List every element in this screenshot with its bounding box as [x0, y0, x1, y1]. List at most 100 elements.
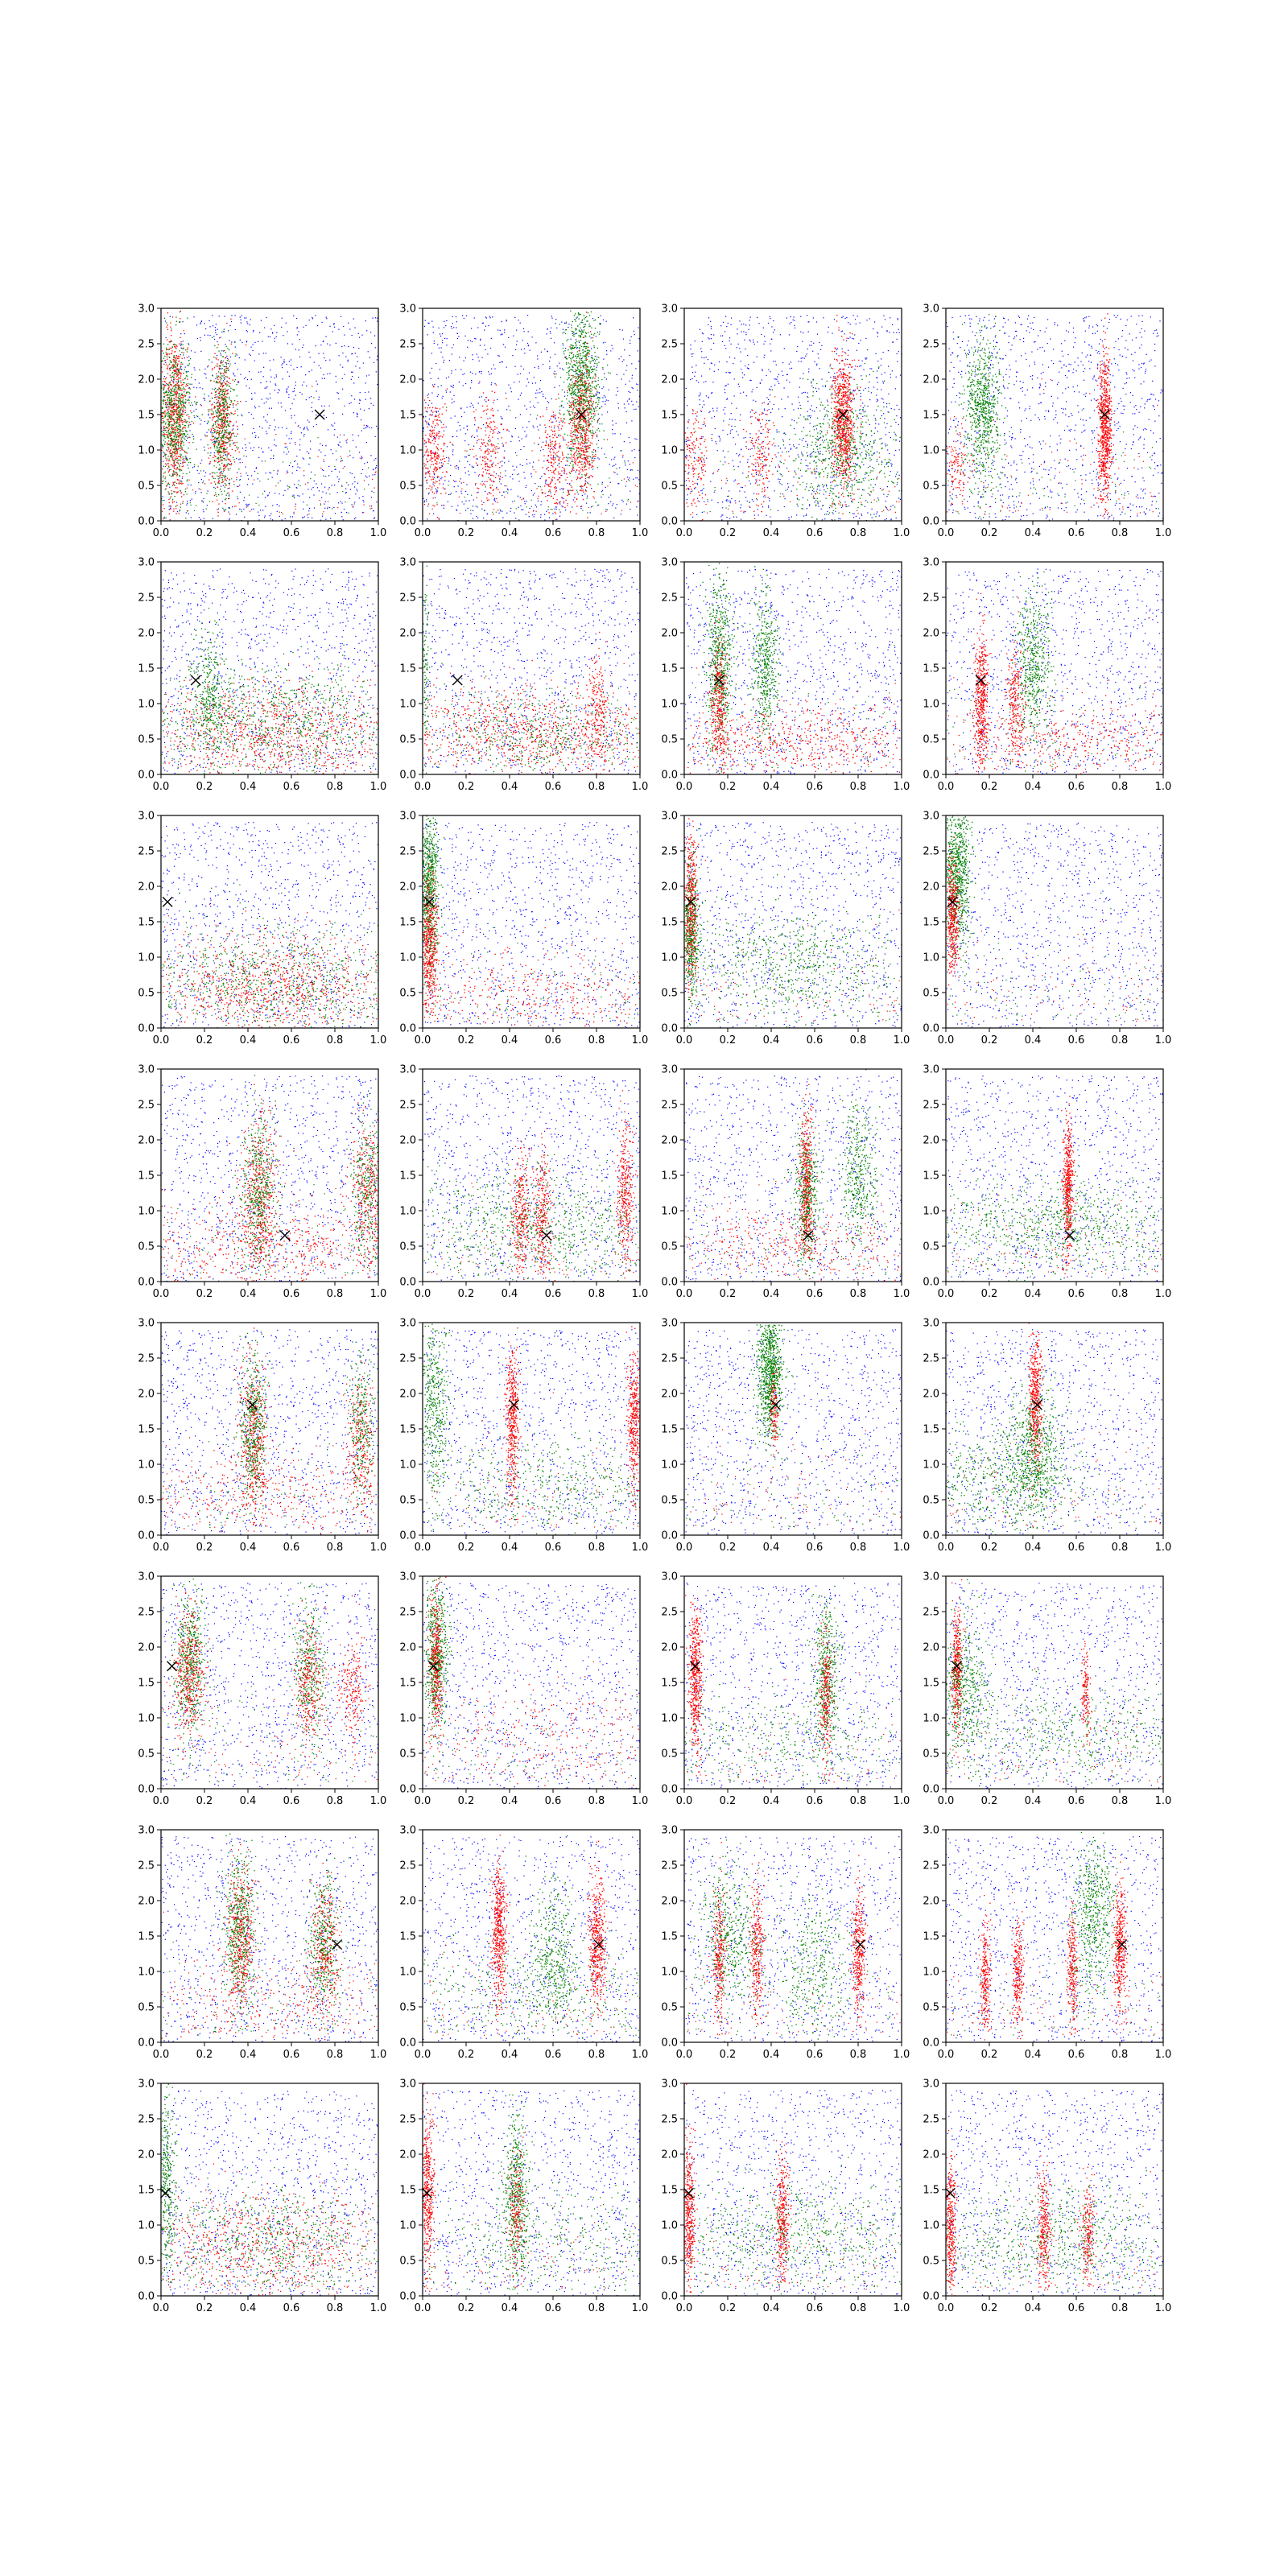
- point-blue: [340, 442, 341, 443]
- point-bg: [426, 501, 427, 502]
- point-blue: [239, 509, 240, 510]
- point-bg: [371, 508, 372, 509]
- point-blue: [247, 484, 248, 485]
- point-red: [183, 348, 184, 349]
- point-red: [209, 409, 210, 410]
- point-blue: [524, 477, 525, 478]
- point-green: [216, 357, 217, 358]
- point-blue: [465, 501, 466, 502]
- point-green: [172, 347, 173, 348]
- point-green: [180, 443, 181, 444]
- point-bg: [182, 476, 183, 477]
- point-blue: [359, 497, 360, 498]
- point-green: [181, 352, 182, 353]
- point-blue: [333, 413, 334, 414]
- point-red: [224, 445, 225, 446]
- point-blue: [200, 340, 201, 341]
- point-blue: [465, 357, 466, 358]
- point-red: [222, 428, 223, 429]
- point-red: [218, 425, 219, 426]
- point-blue: [543, 460, 544, 461]
- point-blue: [235, 329, 236, 330]
- point-green: [581, 461, 582, 462]
- point-red: [175, 417, 176, 418]
- point-green: [174, 449, 175, 450]
- point-blue: [244, 378, 245, 379]
- point-blue: [199, 473, 200, 474]
- point-green: [188, 425, 189, 426]
- point-blue: [342, 389, 343, 390]
- point-green: [573, 354, 574, 355]
- point-blue: [433, 327, 434, 328]
- point-blue: [224, 379, 225, 380]
- point-green: [215, 388, 216, 389]
- point-green: [178, 445, 179, 446]
- point-blue: [465, 433, 466, 434]
- point-blue: [349, 328, 350, 329]
- point-green: [227, 424, 228, 425]
- point-blue: [451, 326, 452, 327]
- point-blue: [299, 339, 300, 340]
- point-green: [194, 464, 195, 465]
- point-red: [175, 409, 176, 410]
- point-green: [572, 386, 573, 387]
- point-red: [218, 512, 219, 513]
- point-red: [185, 419, 186, 420]
- point-green: [218, 418, 219, 419]
- point-green: [584, 344, 585, 345]
- point-green: [184, 419, 185, 420]
- point-green: [190, 384, 191, 385]
- point-green: [178, 429, 179, 430]
- point-red: [165, 434, 166, 435]
- point-red: [165, 378, 166, 379]
- point-blue: [231, 463, 232, 464]
- point-blue: [472, 341, 473, 342]
- point-red: [176, 393, 177, 394]
- point-bg: [476, 410, 477, 411]
- point-blue: [602, 401, 603, 402]
- point-blue: [309, 422, 310, 423]
- point-blue: [477, 459, 478, 460]
- point-green: [224, 426, 225, 427]
- point-green: [236, 436, 237, 437]
- point-bg: [174, 485, 175, 486]
- point-blue: [625, 384, 626, 385]
- point-red: [225, 368, 226, 369]
- point-red: [214, 495, 215, 496]
- point-blue: [325, 519, 326, 520]
- point-red: [172, 502, 173, 503]
- point-bg: [548, 470, 549, 471]
- point-blue: [425, 416, 426, 417]
- point-blue: [481, 509, 482, 510]
- point-bg: [605, 511, 606, 512]
- point-blue: [302, 385, 303, 386]
- point-blue: [574, 497, 575, 498]
- point-blue: [213, 487, 214, 488]
- point-green: [228, 369, 229, 370]
- point-blue: [502, 361, 503, 362]
- point-blue: [301, 366, 302, 367]
- point-blue: [219, 477, 220, 478]
- point-green: [219, 388, 220, 389]
- point-blue: [443, 362, 444, 363]
- point-blue: [240, 459, 241, 460]
- point-green: [224, 448, 225, 449]
- point-green: [223, 458, 224, 459]
- point-blue: [260, 382, 261, 383]
- point-red: [225, 420, 226, 421]
- point-blue: [186, 440, 187, 441]
- point-blue: [518, 507, 519, 508]
- point-green: [174, 432, 175, 433]
- point-bg: [368, 468, 369, 469]
- point-blue: [180, 354, 181, 355]
- point-blue: [546, 511, 547, 512]
- point-green: [174, 444, 175, 445]
- point-blue: [329, 406, 330, 407]
- point-blue: [429, 430, 430, 431]
- point-bg: [531, 506, 532, 507]
- point-green: [578, 441, 579, 442]
- point-blue: [197, 470, 198, 471]
- point-red: [214, 353, 215, 354]
- point-blue: [324, 508, 325, 509]
- point-red: [183, 409, 184, 410]
